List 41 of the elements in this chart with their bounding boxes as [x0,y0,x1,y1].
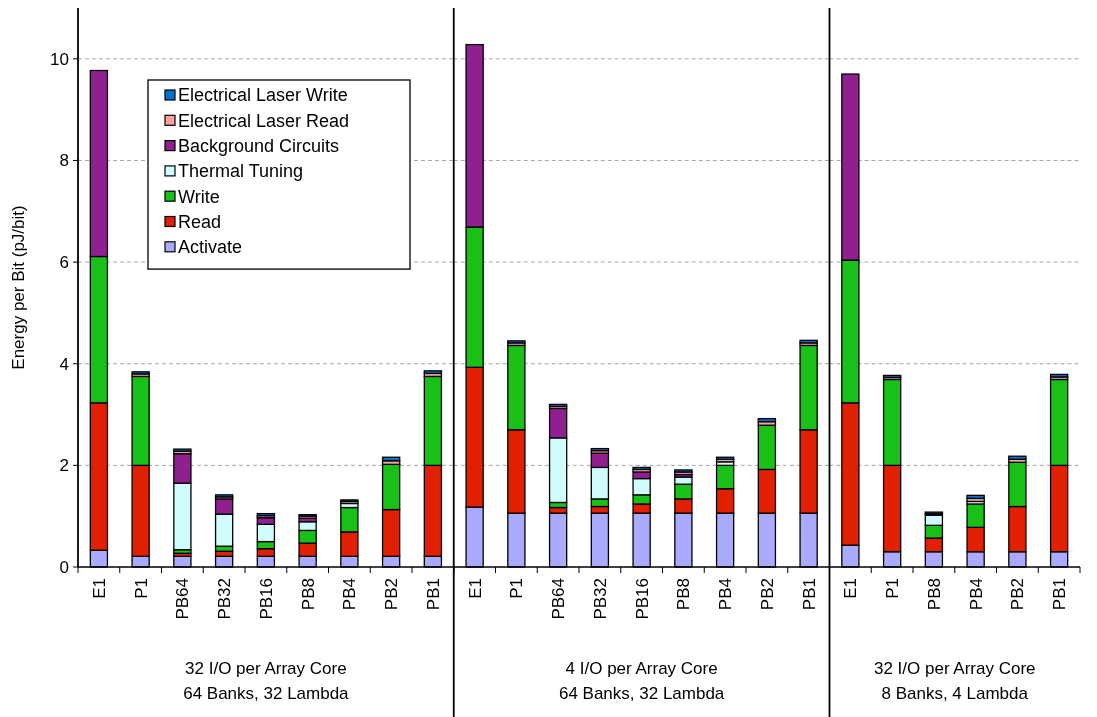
legend-label: Activate [178,237,243,258]
x-tick-label: PB1 [799,578,819,611]
x-tick-label: PB16 [632,578,652,620]
y-tick-label: 8 [59,151,69,171]
legend-label: Background Circuits [178,135,340,156]
x-tick-label: PB64 [549,578,569,620]
x-tick-label: E1 [841,578,861,599]
x-tick-label: E1 [465,578,485,599]
y-tick-label: 2 [59,456,69,476]
x-tick-label: PB2 [382,578,402,611]
x-tick-label: PB4 [716,578,736,611]
x-tick-label: PB8 [298,578,318,611]
x-tick-label: E1 [89,578,109,599]
x-tick-label: PB4 [340,578,360,611]
x-tick-label: PB64 [173,578,193,620]
y-tick-label: 10 [50,49,69,69]
legend-label: Write [178,186,220,207]
x-tick-label: PB1 [1050,578,1070,611]
x-tick-label: PB16 [256,578,276,620]
x-tick-label: PB4 [966,578,986,611]
y-tick-label: 4 [59,354,69,374]
y-tick-label: 6 [59,253,69,273]
x-tick-label: PB2 [757,578,777,611]
x-tick-label: PB8 [924,578,944,611]
x-tick-label: P1 [507,578,527,599]
x-tick-label: PB32 [590,578,610,620]
x-tick-label: P1 [131,578,151,599]
x-axis-title: 32 I/O per Array Core 8 Banks, 4 Lambda [873,659,1036,703]
legend-label: Electrical Laser Read [178,110,350,131]
x-tick-label: PB2 [1008,578,1028,611]
x-axis-title: 32 I/O per Array Core 64 Banks, 32 Lambda [183,659,350,703]
y-tick-label: 0 [59,557,69,577]
x-axis-title: 4 I/O per Array Core 64 Banks, 32 Lambda [558,659,725,703]
legend-label: Electrical Laser Write [178,85,348,106]
x-tick-label: PB8 [674,578,694,611]
x-tick-label: P1 [883,578,903,599]
x-tick-label: PB32 [215,578,235,620]
legend-label: Read [178,211,222,232]
y-axis-title: Energy per Bit (pJ/bit) [9,205,28,370]
legend-label: Thermal Tuning [178,161,304,182]
x-tick-label: PB1 [423,578,443,611]
